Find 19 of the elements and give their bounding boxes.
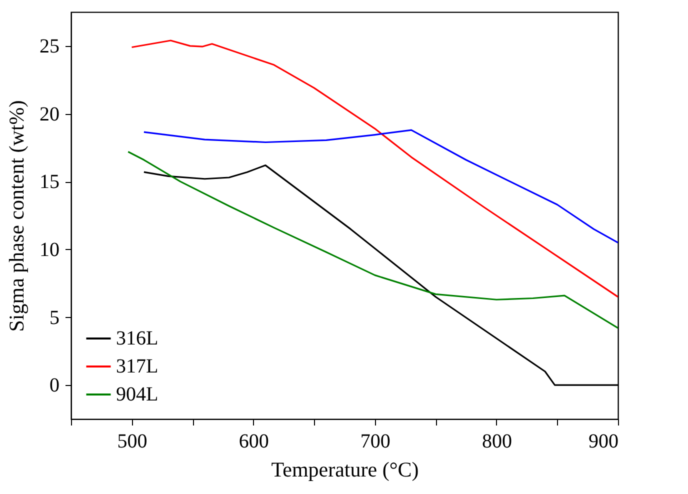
- y-tick-label: 20: [40, 103, 60, 126]
- legend-label: 316L: [116, 328, 158, 350]
- x-tick-label: 500: [117, 430, 148, 452]
- y-tick-label: 25: [40, 35, 60, 58]
- line-series: [143, 129, 618, 244]
- legend-label: 317L: [116, 356, 158, 378]
- x-tick-label: 600: [238, 430, 269, 452]
- y-axis-title: Sigma phase content (wt%): [4, 100, 28, 332]
- x-axis-title: Temperature (°C): [271, 458, 419, 482]
- y-tick-label: 0: [50, 374, 60, 397]
- y-tick-label: 10: [40, 238, 60, 261]
- line-series: [130, 40, 618, 298]
- y-tick-label: 15: [40, 171, 60, 194]
- x-tick-label: 700: [360, 430, 390, 452]
- x-tick-label: 800: [482, 430, 512, 452]
- y-tick-label: 5: [50, 306, 60, 329]
- line-series: [127, 150, 618, 329]
- legend-label: 904L: [116, 384, 158, 406]
- x-tick-label: 900: [588, 430, 618, 452]
